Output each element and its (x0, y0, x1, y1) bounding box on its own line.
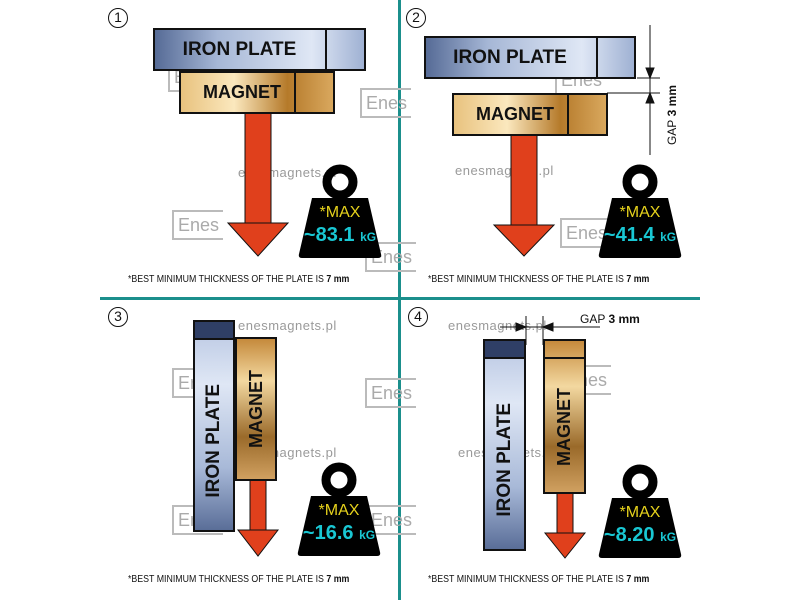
weight-1: *MAX ~83.1 kG (298, 160, 382, 260)
watermark-logo: Enes (360, 88, 412, 118)
iron-plate-label: IRON PLATE (182, 38, 297, 60)
force-value: ~8.20 kG (603, 524, 677, 546)
gap-dimension-4 (500, 316, 600, 345)
watermark-url: enesmagnets.pl (238, 318, 337, 333)
weight-3: *MAX ~16.6 kG (297, 458, 381, 558)
weight-icon (598, 164, 682, 258)
magnet-label: MAGNET (203, 82, 281, 102)
max-label: *MAX (619, 504, 661, 521)
iron-plate-2: IRON PLATE (424, 36, 636, 79)
watermark-logo: Enes (172, 210, 224, 240)
magnet-label: MAGNET (245, 370, 266, 448)
footnote-4: *BEST MINIMUM THICKNESS OF THE PLATE IS … (428, 574, 650, 585)
pull-arrow-2 (492, 134, 556, 257)
weight-2: *MAX ~41.4 kG (598, 160, 682, 260)
magnet-label: MAGNET (554, 387, 574, 466)
footnote-3: *BEST MINIMUM THICKNESS OF THE PLATE IS … (128, 574, 350, 585)
pull-arrow-1 (226, 112, 290, 257)
force-value: ~83.1 kG (303, 224, 377, 246)
iron-plate-1: IRON PLATE (153, 28, 366, 71)
vertical-divider (398, 0, 401, 600)
iron-plate-3: IRON PLATE (193, 320, 235, 532)
iron-plate-label: IRON PLATE (493, 403, 515, 517)
weight-icon (598, 464, 682, 558)
panel-number-1: 1 (108, 8, 128, 28)
magnet-1: MAGNET (179, 71, 335, 114)
weight-icon (298, 164, 382, 258)
iron-plate-label: IRON PLATE (453, 46, 567, 68)
panel-number-3: 3 (108, 307, 128, 327)
magnet-3: MAGNET (235, 337, 277, 481)
panel-number-4: 4 (408, 307, 428, 327)
gap-dimension-2 (607, 25, 660, 155)
force-value: ~41.4 kG (603, 224, 677, 246)
iron-plate-4: IRON PLATE (483, 339, 526, 551)
panel-number-2: 2 (406, 8, 426, 28)
force-value: ~16.6 kG (302, 522, 376, 544)
magnet-label: MAGNET (476, 104, 554, 124)
gap-label-2: GAP 3 mm (665, 85, 679, 146)
footnote-2: *BEST MINIMUM THICKNESS OF THE PLATE IS … (428, 274, 650, 285)
magnet-4: MAGNET (543, 339, 586, 494)
max-label: *MAX (619, 204, 661, 221)
max-label: *MAX (319, 204, 361, 221)
max-label: *MAX (318, 502, 360, 519)
watermark-logo: Enes (560, 218, 612, 248)
footnote-1: *BEST MINIMUM THICKNESS OF THE PLATE IS … (128, 274, 350, 285)
pull-arrow-4 (543, 492, 587, 559)
weight-icon (297, 462, 381, 556)
horizontal-divider (100, 297, 700, 300)
magnet-2: MAGNET (452, 93, 608, 136)
weight-4: *MAX ~8.20 kG (598, 460, 682, 560)
watermark-logo: Enes (365, 378, 417, 408)
gap-label-4: GAP 3 mm (580, 312, 640, 326)
pull-arrow-3 (236, 479, 280, 557)
iron-plate-label: IRON PLATE (203, 384, 224, 498)
